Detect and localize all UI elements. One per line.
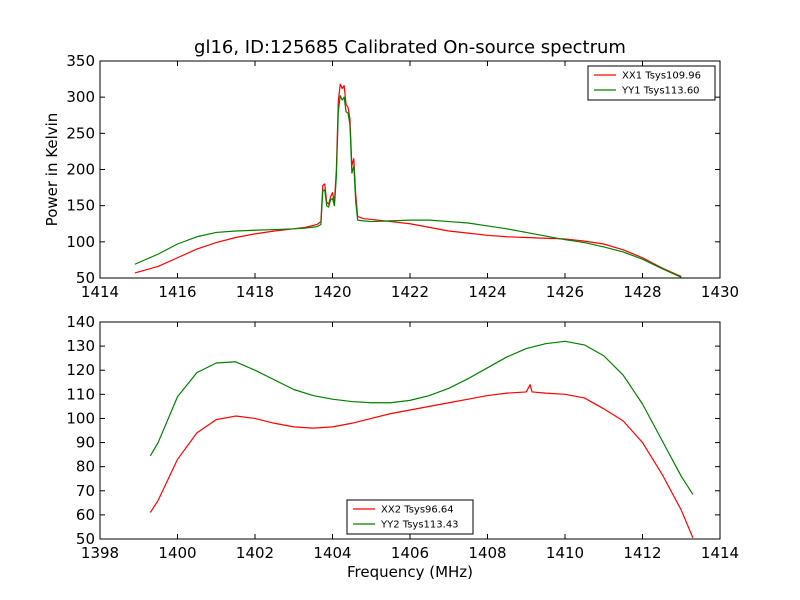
y-tick-label: 120 bbox=[66, 361, 95, 379]
x-tick-label: 1402 bbox=[236, 544, 274, 562]
legend: XX2 Tsys96.64 YY2 Tsys113.43 bbox=[346, 499, 474, 535]
y-tick-label: 200 bbox=[66, 161, 95, 179]
y-tick-label: 70 bbox=[76, 482, 95, 500]
x-tick-label: 1420 bbox=[313, 283, 351, 301]
y-tick-label: 80 bbox=[76, 458, 95, 476]
x-tick-label: 1424 bbox=[468, 283, 506, 301]
y-tick-label: 100 bbox=[66, 233, 95, 251]
y-tick-label: 50 bbox=[76, 269, 95, 287]
x-tick-label: 1426 bbox=[546, 283, 584, 301]
legend-entry: YY2 Tsys113.43 bbox=[380, 520, 459, 531]
x-tick-label: 1400 bbox=[158, 544, 196, 562]
figure-title: gl16, ID:125685 Calibrated On-source spe… bbox=[194, 37, 626, 58]
y-tick-label: 50 bbox=[76, 530, 95, 548]
legend-box bbox=[346, 499, 474, 535]
top-panel: 1414 1416 1418 1420 1422 1424 1426 1428 1430 50 10… bbox=[43, 52, 739, 301]
series-line-yy-2 bbox=[149, 340, 694, 495]
series-line-xx-2 bbox=[149, 384, 694, 539]
x-axis-label: Frequency (MHz) bbox=[347, 563, 473, 581]
bottom-panel: 1398 1400 1402 1404 1406 1408 1410 1412 1414 50 60… bbox=[66, 313, 739, 562]
y-tick-label: 100 bbox=[66, 409, 95, 427]
x-tick-label: 1428 bbox=[623, 283, 661, 301]
legend-entry: YY1 Tsys113.60 bbox=[621, 86, 700, 97]
x-tick-label: 1422 bbox=[391, 283, 429, 301]
legend-entry: XX1 Tsys109.96 bbox=[622, 71, 701, 82]
x-tick-label: 1406 bbox=[391, 544, 429, 562]
y-tick-label: 300 bbox=[66, 88, 95, 106]
series-line-yy-1 bbox=[134, 95, 682, 278]
x-tick-label: 1414 bbox=[81, 283, 119, 301]
legend: XX1 Tsys109.96 YY1 Tsys113.60 bbox=[587, 65, 716, 101]
y-tick-label: 60 bbox=[76, 506, 95, 524]
x-tick-label: 1414 bbox=[701, 544, 739, 562]
legend-box bbox=[587, 65, 716, 101]
y-tick-label: 150 bbox=[66, 197, 95, 215]
x-tick-label: 1398 bbox=[81, 544, 119, 562]
y-tick-label: 130 bbox=[66, 337, 95, 355]
legend-entry: XX2 Tsys96.64 bbox=[381, 505, 454, 516]
y-tick-label: 350 bbox=[66, 52, 95, 70]
x-tick-label: 1416 bbox=[158, 283, 196, 301]
x-tick-label: 1410 bbox=[546, 544, 584, 562]
x-tick-label: 1412 bbox=[623, 544, 661, 562]
y-tick-label: 250 bbox=[66, 124, 95, 142]
x-tick-label: 1404 bbox=[313, 544, 351, 562]
x-tick-label: 1430 bbox=[701, 283, 739, 301]
x-tick-label: 1418 bbox=[236, 283, 274, 301]
y-tick-label: 140 bbox=[66, 313, 95, 331]
y-tick-label: 90 bbox=[76, 434, 95, 452]
y-axis-label: Power in Kelvin bbox=[43, 113, 61, 227]
y-tick-label: 110 bbox=[66, 385, 95, 403]
x-tick-label: 1408 bbox=[468, 544, 506, 562]
